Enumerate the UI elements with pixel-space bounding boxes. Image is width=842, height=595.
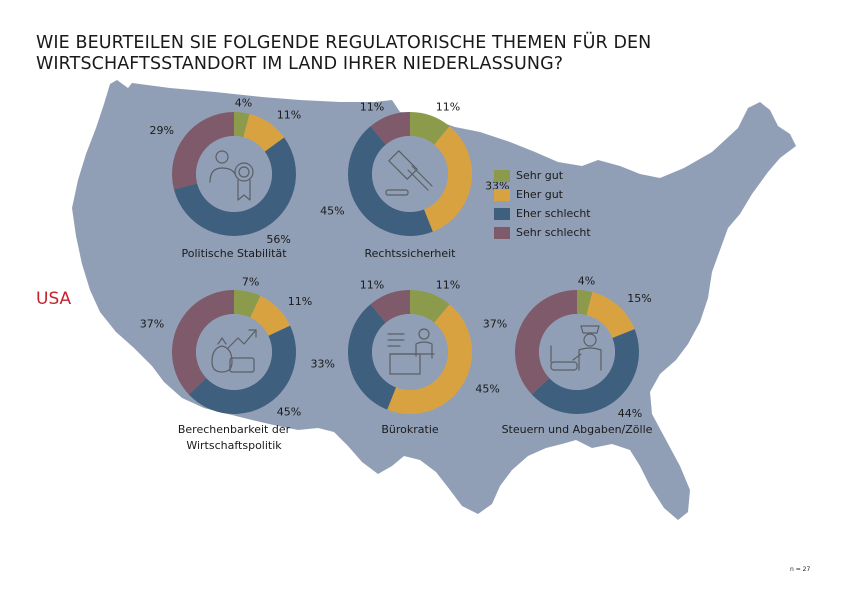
office-desk-icon bbox=[387, 328, 435, 375]
donut-segment-sehr-gut bbox=[234, 112, 250, 138]
title-line-1: WIE BEURTEILEN SIE FOLGENDE REGULATORISC… bbox=[36, 33, 652, 53]
donut-segment-eher-gut bbox=[250, 295, 291, 336]
legend-label: Eher gut bbox=[516, 188, 563, 201]
chart-category-label-line: Berechenbarkeit der bbox=[178, 423, 291, 436]
chart-category-label: Politische Stabilität bbox=[181, 247, 287, 260]
data-label: 11% bbox=[360, 278, 384, 291]
legend-label: Sehr schlecht bbox=[516, 226, 591, 239]
legend: Sehr gut Eher gut Eher schlecht Sehr schlec… bbox=[494, 166, 591, 242]
chart-category-label: Bürokratie bbox=[381, 423, 439, 436]
donut-segment-sehr-gut bbox=[410, 290, 450, 323]
data-label: 11% bbox=[288, 295, 312, 308]
data-label: 11% bbox=[277, 108, 301, 121]
donut-segment-eher-gut bbox=[586, 291, 635, 339]
legend-swatch bbox=[494, 207, 510, 220]
donut-segment-eher-schlecht bbox=[531, 329, 639, 414]
customs-officer-icon bbox=[550, 325, 602, 371]
donut-hole bbox=[196, 314, 272, 390]
donut-segment-eher-schlecht bbox=[348, 126, 433, 236]
data-label: 7% bbox=[242, 276, 259, 289]
donut-chart: 11%33%45%11%Rechtssicherheit bbox=[320, 100, 509, 260]
donut-chart: 11% 45% 33% 11% Bürokratie bbox=[310, 278, 499, 436]
donut-chart: 7% 11% 45% 37% Berechenbarkeit der Wirtschaft… bbox=[140, 276, 312, 452]
data-label: 29% bbox=[149, 124, 173, 137]
country-label: USA bbox=[36, 289, 72, 309]
legend-label: Sehr gut bbox=[516, 169, 564, 182]
data-label: 56% bbox=[266, 233, 290, 246]
data-label: 37% bbox=[483, 317, 507, 330]
data-label: 11% bbox=[436, 278, 460, 291]
donut-hole bbox=[372, 314, 448, 390]
donut-segment-eher-schlecht bbox=[173, 137, 297, 237]
data-label: 15% bbox=[627, 292, 651, 305]
person-award-icon bbox=[209, 150, 254, 201]
sample-size-note: n = 27 bbox=[790, 566, 811, 573]
data-label: 33% bbox=[310, 357, 334, 370]
legend-item: Sehr gut bbox=[494, 166, 591, 185]
donut-chart: 4% 11% 56% 29% Politische Stabilität bbox=[149, 97, 301, 260]
chart-category-label-line: Politische Stabilität bbox=[181, 247, 287, 260]
data-label: 4% bbox=[235, 97, 252, 110]
donut-segment-sehr-schlecht bbox=[172, 112, 234, 190]
data-label: 4% bbox=[578, 275, 595, 288]
chart-category-label-line: Rechtssicherheit bbox=[365, 247, 457, 260]
title-line-2: WIRTSCHAFTSSTANDORT IM LAND IHRER NIEDER… bbox=[36, 54, 564, 74]
donut-segment-sehr-schlecht bbox=[370, 290, 410, 323]
page-title: WIE BEURTEILEN SIE FOLGENDE REGULATORISC… bbox=[36, 33, 796, 75]
legend-swatch bbox=[494, 226, 510, 239]
donut-segment-sehr-schlecht bbox=[515, 290, 577, 395]
chart-category-label-line: Wirtschaftspolitik bbox=[186, 439, 282, 452]
chart-category-label: Steuern und Abgaben/Zölle bbox=[502, 423, 653, 436]
data-label: 11% bbox=[436, 100, 460, 113]
money-growth-icon bbox=[211, 329, 257, 373]
donut-segment-sehr-gut bbox=[577, 290, 593, 316]
legend-swatch bbox=[494, 169, 510, 182]
donut-segment-eher-gut bbox=[243, 113, 285, 152]
data-label: 37% bbox=[140, 317, 164, 330]
data-label: 45% bbox=[277, 406, 301, 419]
chart-category-label-line: Steuern und Abgaben/Zölle bbox=[502, 423, 653, 436]
donut-segment-sehr-schlecht bbox=[171, 290, 234, 395]
donut-segment-eher-gut bbox=[387, 304, 473, 415]
chart-category-label-line: Bürokratie bbox=[381, 423, 439, 436]
chart-category-label: Berechenbarkeit der Wirtschaftspolitik bbox=[178, 423, 291, 452]
donut-chart: 4% 15% 44% 37% Steuern und Abgaben/Zölle bbox=[483, 275, 653, 436]
donut-segment-sehr-schlecht bbox=[370, 112, 410, 145]
legend-item: Eher schlecht bbox=[494, 204, 591, 223]
legend-item: Sehr schlecht bbox=[494, 223, 591, 242]
gavel-icon bbox=[385, 150, 433, 196]
donut-segment-eher-schlecht bbox=[188, 325, 296, 414]
donut-segment-sehr-gut bbox=[234, 290, 261, 318]
donut-hole bbox=[372, 136, 448, 212]
donut-hole bbox=[196, 136, 272, 212]
data-label: 44% bbox=[618, 407, 642, 420]
donut-segment-eher-schlecht bbox=[347, 304, 397, 410]
legend-item: Eher gut bbox=[494, 185, 591, 204]
legend-swatch bbox=[494, 188, 510, 201]
donut-segment-sehr-gut bbox=[410, 112, 450, 145]
chart-category-label: Rechtssicherheit bbox=[365, 247, 457, 260]
donut-segment-eher-gut bbox=[423, 126, 473, 232]
data-label: 45% bbox=[475, 383, 499, 396]
legend-label: Eher schlecht bbox=[516, 207, 591, 220]
data-label: 11% bbox=[360, 100, 384, 113]
data-label: 45% bbox=[320, 205, 344, 218]
